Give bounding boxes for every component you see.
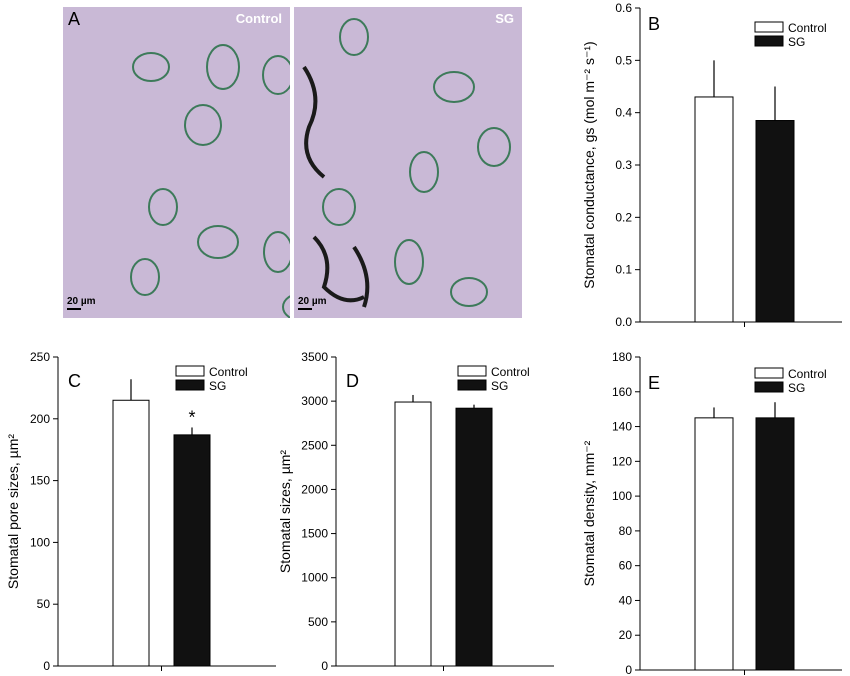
panel-e-y-tick-label: 120	[612, 454, 632, 468]
panel-e-legend-swatch-control	[754, 367, 784, 379]
panel-d: 0 500 1000 1500 2000 2500 3000 3500 Stomatal siz…	[277, 350, 554, 673]
panel-c-y-tick-label: 50	[37, 597, 51, 611]
panel-d-y-tick-label: 2000	[301, 482, 328, 496]
panel-d-legend-label-sg: SG	[491, 379, 508, 393]
panel-e-legend-label-control: Control	[788, 367, 827, 381]
panel-d-y-tick-label: 1000	[301, 571, 328, 585]
panel-letter-d: D	[346, 371, 359, 391]
panel-d-y-tick-label: 2500	[301, 438, 328, 452]
panel-c-legend-swatch-control	[175, 365, 205, 377]
panel-d-bar-control	[394, 401, 432, 667]
panel-c-y-tick-label: 100	[30, 535, 50, 549]
panel-b-y-tick-label: 0.0	[615, 315, 632, 329]
panel-c-y-axis-label: Stomatal pore sizes, µm²	[5, 434, 21, 589]
panel-letter-a: A	[68, 9, 81, 29]
panel-d-y-tick-label: 0	[321, 659, 328, 673]
panel-b-legend-label-sg: SG	[788, 35, 805, 49]
panel-e-y-tick-label: 0	[625, 663, 632, 676]
scale-bar-control-label: 20 µm	[67, 296, 96, 307]
panel-b-bar-sg	[755, 120, 795, 323]
panel-b-y-tick-label: 0.6	[615, 1, 632, 15]
panel-e-y-axis-label: Stomatal density, mm⁻²	[581, 440, 597, 586]
panel-d-legend-swatch-sg	[457, 379, 487, 391]
panel-e-legend-label-sg: SG	[788, 381, 805, 395]
panel-b-y-tick-label: 0.5	[615, 53, 632, 67]
panel-e-bar-control	[694, 417, 734, 671]
panel-c-y-tick-label: 200	[30, 412, 50, 426]
panel-b-y-axis-label: Stomatal conductance, gs (mol m⁻² s⁻¹)	[581, 41, 597, 288]
micrograph-control-texture	[130, 44, 290, 318]
panel-d-y-axis-label: Stomatal sizes, µm²	[277, 450, 293, 574]
panel-e-y-tick-label: 60	[619, 559, 633, 573]
panel-letter-b: B	[648, 14, 660, 34]
panel-b: 0.0 0.1 0.2 0.3 0.4 0.5 0.6 Stomatal conductanc…	[581, 1, 842, 329]
panel-e-y-tick-label: 160	[612, 385, 632, 399]
panel-b-legend-swatch-sg	[754, 35, 784, 47]
panel-e-y-tick-label: 20	[619, 628, 633, 642]
panel-e-y-tick-label: 40	[619, 593, 633, 607]
panel-d-bar-sg	[455, 407, 493, 667]
panel-c-y-tick-label: 250	[30, 350, 50, 364]
panel-e-y-tick-label: 80	[619, 524, 633, 538]
panel-d-y-tick-label: 3500	[301, 350, 328, 364]
micrograph-control: A Control 20 µm	[63, 7, 290, 318]
panel-c-significance-marker: *	[188, 407, 195, 427]
panel-c-bar-control	[112, 399, 150, 667]
panel-c-legend-label-sg: SG	[209, 379, 226, 393]
micrograph-sg: SG 20 µm	[294, 7, 522, 318]
panel-c-legend-label-control: Control	[209, 365, 248, 379]
panel-d-legend-swatch-control	[457, 365, 487, 377]
panel-e-y-tick-label: 180	[612, 350, 632, 364]
panel-c-legend-swatch-sg	[175, 379, 205, 391]
panel-b-y-tick-label: 0.2	[615, 210, 632, 224]
scale-bar-control: 20 µm	[67, 296, 96, 310]
micrograph-control-label: Control	[235, 11, 282, 26]
panel-b-bar-control	[694, 96, 734, 323]
panel-e-y-tick-label: 100	[612, 489, 632, 503]
panel-c: 0 50 100 150 200 250 Stomatal pore sizes, µm² C…	[5, 350, 276, 673]
panel-b-y-tick-label: 0.3	[615, 158, 632, 172]
panel-e: 0 20 40 60 80 100 120 140 160 180 Stomatal density…	[581, 350, 842, 676]
micrograph-sg-label: SG	[495, 11, 514, 26]
panel-e-legend-swatch-sg	[754, 381, 784, 393]
scale-bar-sg-line	[298, 308, 312, 310]
panel-c-y-tick-label: 150	[30, 474, 50, 488]
panel-letter-e: E	[648, 373, 660, 393]
panel-c-y-tick-label: 0	[43, 659, 50, 673]
panel-d-y-tick-label: 500	[308, 615, 328, 629]
panel-b-y-tick-label: 0.1	[615, 263, 632, 277]
panel-d-y-tick-label: 1500	[301, 527, 328, 541]
panel-e-y-tick-label: 140	[612, 420, 632, 434]
panel-b-legend-swatch-control	[754, 21, 784, 33]
scale-bar-sg: 20 µm	[298, 296, 327, 310]
panel-b-y-tick-label: 0.4	[615, 106, 632, 120]
panel-letter-c: C	[68, 371, 81, 391]
panel-d-y-tick-label: 3000	[301, 394, 328, 408]
scale-bar-sg-label: 20 µm	[298, 296, 327, 307]
micrograph-sg-texture	[302, 18, 511, 308]
panel-d-legend-label-control: Control	[491, 365, 530, 379]
panel-c-bar-sg	[173, 434, 211, 667]
panel-b-legend-label-control: Control	[788, 21, 827, 35]
panel-e-bar-sg	[755, 417, 795, 671]
scale-bar-control-line	[67, 308, 81, 310]
